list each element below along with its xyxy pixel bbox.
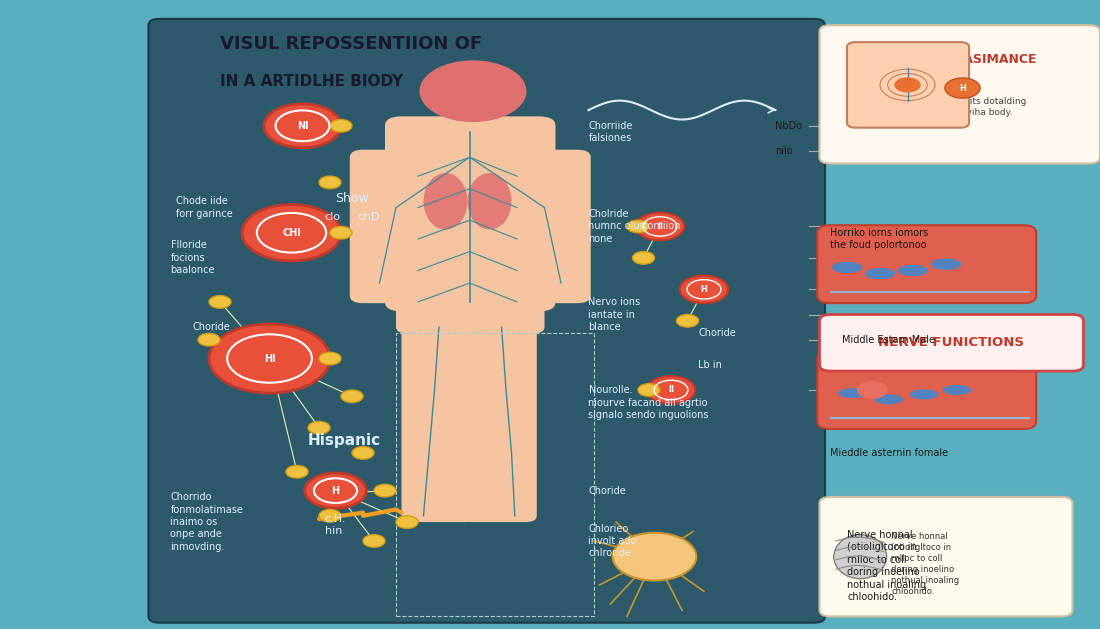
Text: nainamts broaphits dotalding
bldorrido ina yiha body.: nainamts broaphits dotalding bldorrido i… <box>893 96 1026 118</box>
Circle shape <box>894 77 921 92</box>
Text: Choride: Choride <box>588 486 626 496</box>
Ellipse shape <box>898 265 928 276</box>
Text: Lb in: Lb in <box>698 360 723 370</box>
Ellipse shape <box>931 259 961 270</box>
Circle shape <box>341 390 363 403</box>
FancyBboxPatch shape <box>820 497 1072 616</box>
Circle shape <box>420 61 526 121</box>
FancyBboxPatch shape <box>820 314 1084 371</box>
Text: VISUL REPOSSENTIION OF: VISUL REPOSSENTIION OF <box>220 35 482 53</box>
Circle shape <box>352 447 374 459</box>
Text: IN A ARTIDLHE BIODY: IN A ARTIDLHE BIODY <box>220 74 403 89</box>
Ellipse shape <box>424 173 468 230</box>
FancyBboxPatch shape <box>385 116 556 311</box>
FancyBboxPatch shape <box>522 150 591 303</box>
Text: c.H.
hin: c.H. hin <box>324 514 346 537</box>
Text: Hispanic: Hispanic <box>308 433 381 448</box>
Circle shape <box>209 324 330 393</box>
Text: Chorriide
falsiones: Chorriide falsiones <box>588 121 632 143</box>
FancyBboxPatch shape <box>847 42 969 128</box>
FancyBboxPatch shape <box>820 25 1100 164</box>
Text: Nl: Nl <box>297 121 308 131</box>
Circle shape <box>319 509 341 522</box>
Circle shape <box>242 204 341 261</box>
Ellipse shape <box>865 268 895 279</box>
Circle shape <box>638 384 660 396</box>
Text: Choride: Choride <box>192 322 230 332</box>
Ellipse shape <box>943 385 971 395</box>
Circle shape <box>305 473 366 508</box>
Text: Nerve honnal
(otioligltoco in
rnlloc to coll
doring inoelino
nothual inoaling
ch: Nerve honnal (otioligltoco in rnlloc to … <box>891 532 959 596</box>
Text: Hl: Hl <box>264 353 275 364</box>
Circle shape <box>627 220 649 233</box>
Circle shape <box>613 533 696 581</box>
Ellipse shape <box>874 394 903 404</box>
Circle shape <box>632 252 654 264</box>
FancyBboxPatch shape <box>148 19 825 623</box>
Text: Nourolle.
niourve facand all agrtio
signalo sendo inguolions: Nourolle. niourve facand all agrtio sign… <box>588 385 710 420</box>
Text: Middle Estarn Male: Middle Estarn Male <box>842 335 935 345</box>
Circle shape <box>319 176 341 189</box>
Text: NbDo: NbDo <box>776 121 803 131</box>
Ellipse shape <box>910 389 938 399</box>
Circle shape <box>286 465 308 478</box>
FancyBboxPatch shape <box>462 314 537 522</box>
Text: Chorrido
fonmolatimase
inaimo os
onpe ande
inmovding.: Chorrido fonmolatimase inaimo os onpe an… <box>170 493 243 552</box>
Circle shape <box>330 226 352 239</box>
Text: Il: Il <box>668 386 674 394</box>
Text: Horriko iorns iomors
the foud polortonoo: Horriko iorns iomors the foud polortonoo <box>830 228 928 250</box>
Text: Nervo ions
iantate in
blance: Nervo ions iantate in blance <box>588 297 640 332</box>
Ellipse shape <box>834 535 887 579</box>
Circle shape <box>945 78 980 98</box>
Text: Show: Show <box>336 192 370 204</box>
Circle shape <box>857 381 888 399</box>
Text: Il: Il <box>657 222 663 231</box>
Circle shape <box>363 535 385 547</box>
Text: CHl: CHl <box>282 228 301 238</box>
Text: clo: clo <box>324 212 341 222</box>
Circle shape <box>374 484 396 497</box>
Ellipse shape <box>838 388 867 398</box>
Ellipse shape <box>832 262 862 273</box>
Circle shape <box>636 213 684 240</box>
Text: Nerve honnal
(otioligltoco in
rnlloc to coll
doring inoelino
nothual inoaling
ch: Nerve honnal (otioligltoco in rnlloc to … <box>847 530 926 602</box>
FancyBboxPatch shape <box>402 314 476 522</box>
Ellipse shape <box>468 173 512 230</box>
Text: H: H <box>959 84 966 92</box>
Text: Flloride
focions
baalonce: Flloride focions baalonce <box>170 240 214 276</box>
Circle shape <box>209 296 231 308</box>
FancyBboxPatch shape <box>350 150 418 303</box>
Text: H: H <box>331 486 340 496</box>
Text: CLORIDE INASIMANCE: CLORIDE INASIMANCE <box>883 53 1036 65</box>
Text: nilo: nilo <box>776 146 793 156</box>
Circle shape <box>647 376 695 404</box>
Text: Mieddle asternin fomale: Mieddle asternin fomale <box>830 448 948 458</box>
Circle shape <box>680 276 728 303</box>
Text: Chlorieo
involt ado
chIroride: Chlorieo involt ado chIroride <box>588 523 637 559</box>
FancyBboxPatch shape <box>396 277 544 333</box>
Text: Cholride
humnc olurtomiion
none: Cholride humnc olurtomiion none <box>588 209 681 244</box>
FancyBboxPatch shape <box>817 225 1036 303</box>
Circle shape <box>396 516 418 528</box>
Circle shape <box>676 314 698 327</box>
Circle shape <box>264 104 341 148</box>
Circle shape <box>308 421 330 434</box>
Circle shape <box>198 333 220 346</box>
FancyBboxPatch shape <box>817 351 1036 429</box>
Text: ohD: ohD <box>358 212 379 222</box>
Circle shape <box>319 352 341 365</box>
Text: Choride: Choride <box>698 328 736 338</box>
Text: H: H <box>701 285 707 294</box>
Circle shape <box>330 120 352 132</box>
Text: Chode iide
forr garince: Chode iide forr garince <box>176 196 233 219</box>
FancyBboxPatch shape <box>451 88 495 135</box>
Text: NERVE FUNICTIONS: NERVE FUNICTIONS <box>879 337 1024 349</box>
